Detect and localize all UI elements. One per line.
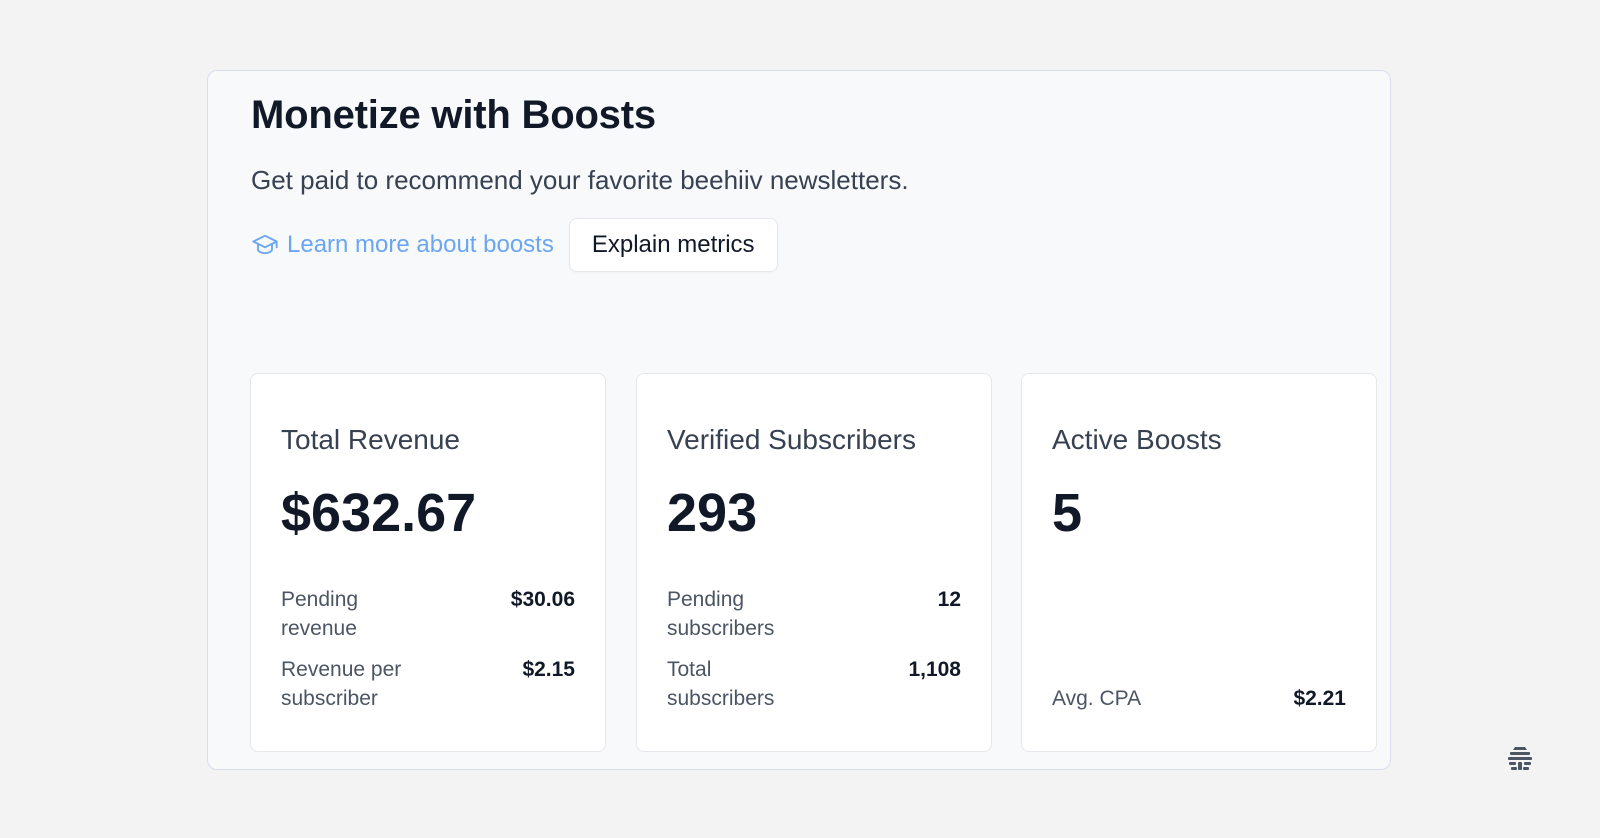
stat-label: Avg. CPA [1052, 687, 1142, 710]
stat-row: Total subscribers 1,108 [667, 655, 961, 713]
stat-label: Pending revenue [281, 588, 359, 640]
card-label: Active Boosts [1052, 424, 1222, 455]
page-subtitle: Get paid to recommend your favorite beeh… [251, 165, 909, 195]
total-revenue-card: Total Revenue $632.67 Pending revenue $3… [250, 373, 606, 752]
card-stats: Pending subscribers 12 Total subscribers… [667, 573, 961, 713]
stat-label: Revenue per subscriber [281, 658, 402, 710]
page-title: Monetize with Boosts [251, 93, 656, 137]
stat-value: $2.21 [1293, 687, 1346, 710]
card-stats: Avg. CPA $2.21 [1052, 672, 1346, 713]
stat-label: Total subscribers [667, 658, 775, 710]
stat-value: 1,108 [908, 658, 961, 681]
stat-row: Pending subscribers 12 [667, 585, 961, 643]
stat-label: Pending subscribers [667, 588, 775, 640]
learn-more-link[interactable]: Learn more about boosts [251, 231, 554, 259]
stat-row: Pending revenue $30.06 [281, 585, 575, 643]
actions-bar: Learn more about boosts Explain metrics [251, 218, 778, 272]
card-stats: Pending revenue $30.06 Revenue per subsc… [281, 573, 575, 713]
stat-value: $30.06 [510, 588, 575, 611]
stat-row: Avg. CPA $2.21 [1052, 684, 1346, 713]
card-value: 5 [1052, 483, 1083, 543]
graduation-cap-icon [251, 231, 279, 259]
stat-value: $2.15 [522, 658, 575, 681]
card-value: $632.67 [281, 483, 477, 543]
active-boosts-card: Active Boosts 5 Avg. CPA $2.21 [1021, 373, 1377, 752]
learn-more-label: Learn more about boosts [287, 231, 554, 258]
explain-metrics-button[interactable]: Explain metrics [568, 218, 778, 272]
card-label: Verified Subscribers [667, 424, 917, 455]
verified-subscribers-card: Verified Subscribers 293 Pending subscri… [636, 373, 992, 752]
stat-value: 12 [937, 588, 961, 611]
card-value: 293 [667, 483, 758, 543]
card-label: Total Revenue [281, 424, 461, 455]
stat-row: Revenue per subscriber $2.15 [281, 655, 575, 713]
beehiiv-logo-icon [1505, 744, 1535, 774]
boosts-panel: Monetize with Boosts Get paid to recomme… [207, 70, 1391, 770]
